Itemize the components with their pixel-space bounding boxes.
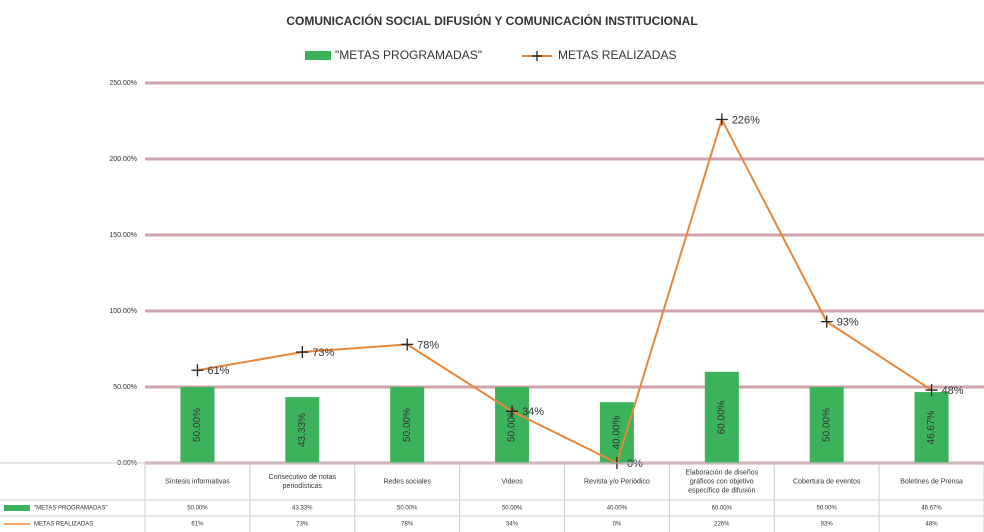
- x-tick-label: Boletines de Prensa: [900, 478, 963, 485]
- line-value-label: 0%: [627, 458, 643, 470]
- y-tick-label: 200.00%: [109, 156, 137, 163]
- table-cell: 50.00%: [187, 506, 208, 512]
- legend-label: METAS REALIZADAS: [558, 48, 676, 62]
- table-series-label: "METAS PROGRAMADAS": [34, 506, 108, 512]
- table-cell: 43.33%: [292, 506, 313, 512]
- line-marker: [925, 384, 938, 397]
- table-cell: 73%: [296, 522, 309, 528]
- bar: [599, 402, 634, 463]
- table-cell: 34%: [506, 522, 519, 528]
- line-value-label: 48%: [942, 385, 964, 397]
- table-cell: 50.00%: [817, 506, 838, 512]
- bar: [180, 387, 215, 463]
- bar: [914, 392, 949, 463]
- chart-title: COMUNICACIÓN SOCIAL DIFUSIÓN Y COMUNICAC…: [286, 13, 697, 28]
- bar: [809, 387, 844, 463]
- line-marker: [506, 405, 519, 418]
- bar-value-label: 50.00%: [402, 408, 413, 442]
- bar-value-label: 50.00%: [507, 408, 518, 442]
- y-tick-label: 250.00%: [109, 80, 137, 87]
- bar-value-label: 40.00%: [612, 416, 623, 450]
- bar: [390, 387, 425, 463]
- x-tick-label: Cobertura de eventos: [793, 478, 861, 485]
- line-marker: [191, 364, 204, 377]
- line-marker: [820, 315, 833, 328]
- legend-label: "METAS PROGRAMADAS": [335, 48, 482, 62]
- bar-value-label: 60.00%: [716, 400, 727, 434]
- line-value-label: 226%: [732, 114, 760, 126]
- line-value-label: 61%: [207, 365, 229, 377]
- table-cell: 50.00%: [397, 506, 418, 512]
- table-cell: 40.00%: [607, 506, 628, 512]
- y-tick-label: 100.00%: [109, 308, 137, 315]
- x-tick-label: Consecutivo de notas periodísticas: [269, 474, 337, 490]
- table-cell: 226%: [714, 522, 730, 528]
- table-cell: 48%: [926, 522, 939, 528]
- x-tick-label: Síntesis informativas: [165, 478, 230, 485]
- bar-value-label: 46.67%: [926, 410, 937, 444]
- line-value-label: 78%: [417, 339, 439, 351]
- line-value-label: 93%: [837, 317, 859, 329]
- y-tick-label: 150.00%: [109, 232, 137, 239]
- table-cell: 93%: [821, 522, 834, 528]
- x-tick-label: Videos: [501, 478, 523, 485]
- line-value-label: 34%: [522, 406, 544, 418]
- table-cell: 0%: [613, 522, 622, 528]
- line-marker: [401, 338, 414, 351]
- table-legend-swatch: [4, 505, 30, 511]
- x-tick-label: Revista y/o Periódico: [584, 478, 650, 485]
- bar-value-label: 50.00%: [192, 408, 203, 442]
- line-marker: [715, 113, 728, 126]
- table-cell: 61%: [191, 522, 204, 528]
- table-series-label: METAS REALIZADAS: [34, 522, 93, 528]
- bar: [495, 387, 530, 463]
- legend-marker: [532, 51, 542, 61]
- table-cell: 46.67%: [921, 506, 942, 512]
- line-value-label: 73%: [312, 347, 334, 359]
- bar-value-label: 50.00%: [821, 408, 832, 442]
- table-cell: 50.00%: [502, 506, 523, 512]
- bar: [285, 397, 320, 463]
- line-marker: [296, 346, 309, 359]
- x-tick-label: Redes sociales: [383, 478, 431, 485]
- x-tick-label: Elaboración de diseños gráficos con objet…: [685, 469, 758, 494]
- bar: [704, 371, 739, 463]
- legend-swatch: [305, 51, 331, 60]
- line: [197, 116, 933, 465]
- y-tick-label: 50.00%: [113, 384, 137, 391]
- table-cell: 78%: [401, 522, 414, 528]
- bar-value-label: 43.33%: [297, 413, 308, 447]
- table-cell: 60.00%: [712, 506, 733, 512]
